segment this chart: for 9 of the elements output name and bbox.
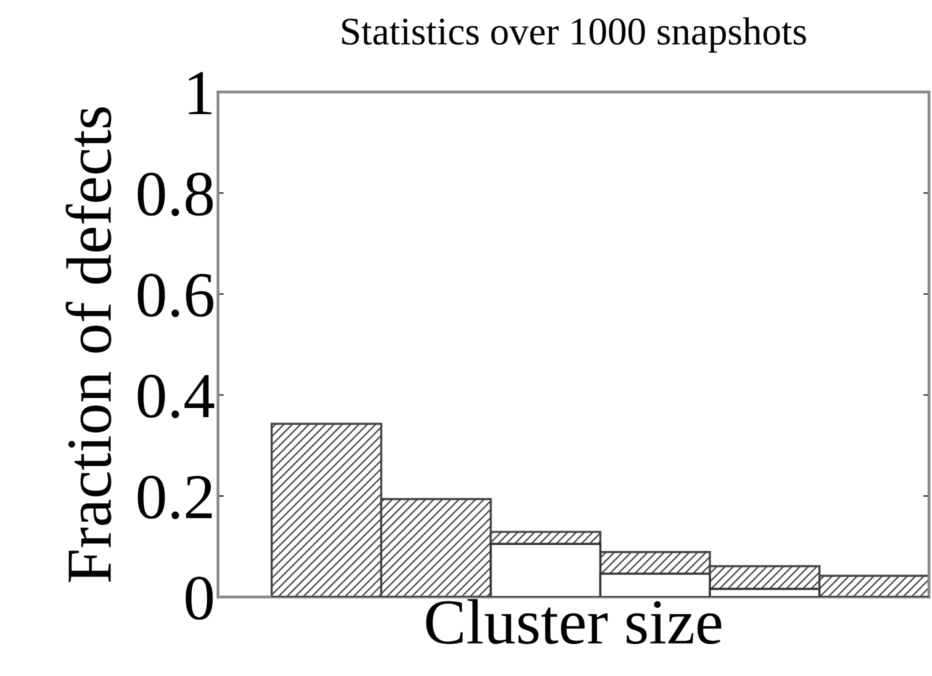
y-axis-title: Fraction of defects (66, 107, 112, 582)
y-tick-label: 0 (186, 576, 213, 620)
y-tick-label: 1 (188, 72, 212, 114)
y-tick-label: 0.2 (138, 476, 212, 520)
y-tick-label: 0.8 (138, 172, 213, 216)
y-tick-label: 0.6 (138, 274, 214, 318)
chart-title: Statistics over 1000 snapshots (342, 17, 806, 53)
x-axis-title: Cluster size (426, 599, 722, 644)
y-tick-label: 0.4 (138, 374, 214, 418)
